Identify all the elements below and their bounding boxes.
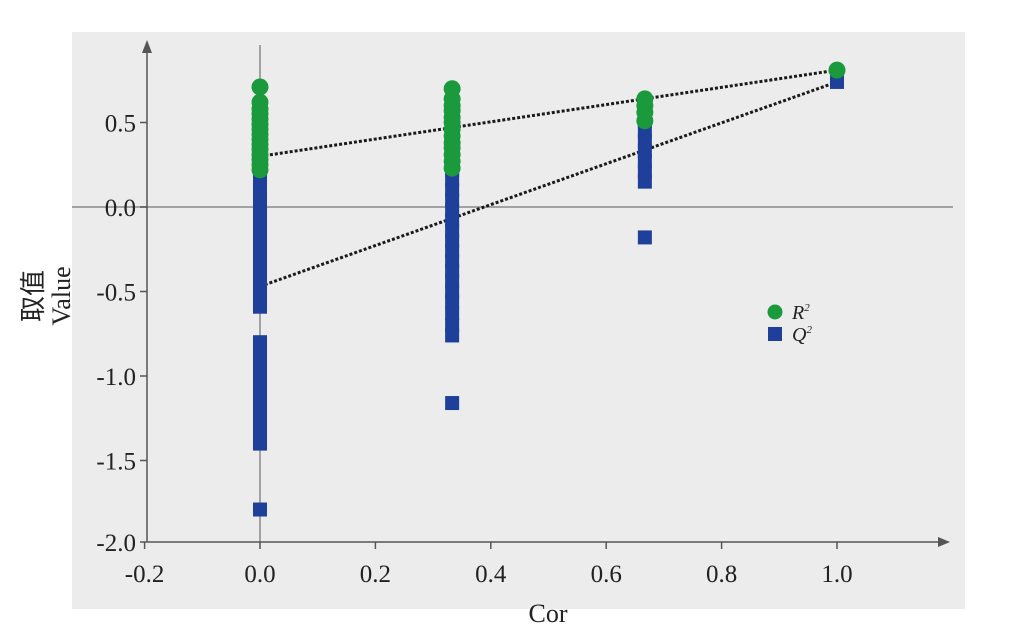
x-tick-label: -0.2 [125, 561, 165, 588]
y-tick-label: -1.0 [96, 364, 136, 391]
data-point-q2 [445, 294, 460, 309]
legend-label: Q2 [792, 324, 812, 346]
trend-line [259, 80, 838, 288]
x-tick-label: 0.6 [591, 561, 622, 588]
legend-marker-q2 [768, 327, 782, 341]
data-point-q2 [445, 328, 460, 343]
legend-label: R2 [791, 302, 810, 324]
data-point-q2 [253, 299, 267, 314]
y-axis-title-cn: 取值 [19, 270, 48, 322]
x-tick-label: 0.2 [360, 561, 391, 588]
y-tick-label: 0.5 [105, 111, 136, 138]
data-point-q2 [445, 396, 460, 411]
data-point-q2 [445, 306, 460, 321]
y-tick-label: -2.0 [96, 530, 136, 557]
data-point-q2 [253, 436, 267, 451]
plot-background [72, 32, 965, 609]
axis-titles: Cor 取值 Value [19, 266, 568, 628]
data-point-r2 [636, 112, 654, 130]
data-point-q2 [637, 230, 652, 245]
data-series [251, 61, 846, 517]
legend-marker-r2 [767, 304, 783, 320]
data-point-r2 [251, 78, 269, 96]
x-tick-label: 0.4 [475, 561, 507, 588]
data-point-r2 [251, 161, 269, 179]
y-tick-label: -1.5 [96, 449, 136, 476]
x-tick-label: 1.0 [821, 561, 852, 588]
trend-lines [259, 68, 838, 288]
x-axis-arrow [938, 537, 950, 547]
y-tick-labels: 0.5 0.0 -0.5 -1.0 -1.5 -2.0 [96, 111, 136, 558]
data-point-r2 [443, 159, 461, 177]
x-axis-title: Cor [529, 599, 568, 628]
x-tick-label: 0.0 [244, 561, 275, 588]
trend-line [259, 68, 838, 158]
data-point-q2 [253, 502, 267, 517]
y-tick-label: 0.0 [105, 195, 136, 222]
x-tick-label: 0.8 [706, 561, 737, 588]
x-tick-labels: -0.2 0.0 0.2 0.4 0.6 0.8 1.0 [125, 561, 853, 588]
data-point-q2 [830, 74, 844, 89]
data-point-r2 [828, 61, 846, 79]
y-tick-label: -0.5 [96, 280, 136, 307]
data-point-q2 [637, 174, 652, 189]
axes [140, 40, 950, 549]
y-axis-title-en: Value [47, 266, 76, 325]
y-axis-arrow [142, 40, 152, 53]
